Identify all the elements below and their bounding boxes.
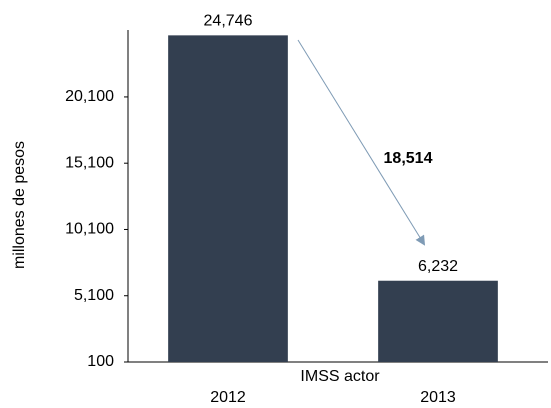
y-tick-label: 20,100 [65,88,114,105]
y-tick-label: 10,100 [65,221,114,238]
bar [378,280,498,362]
data-label: 24,746 [204,13,253,30]
bar [168,35,288,363]
y-tick-label: 15,100 [65,154,114,171]
x-tick-label: 2012 [210,389,246,406]
y-axis-label: millones de pesos [11,141,28,269]
annotation: 18,514 [384,150,433,167]
y-tick-label: 5,100 [74,287,114,304]
y-tick-label: 100 [87,353,114,370]
data-label: 6,232 [418,258,458,275]
x-axis-label: IMSS actor [300,368,380,385]
arrow [297,39,426,246]
x-tick-label: 2013 [420,389,456,406]
